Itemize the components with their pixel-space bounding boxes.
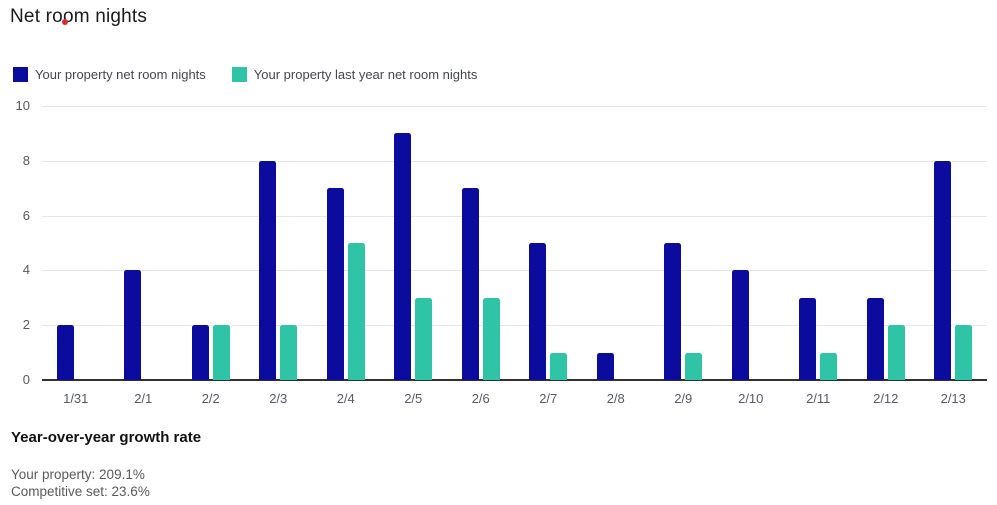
x-tick-label: 2/3 [269, 391, 288, 406]
bar-your-property[interactable] [326, 188, 344, 380]
gridline [42, 160, 987, 162]
x-tick-label: 2/5 [404, 391, 423, 406]
bar-last-year[interactable] [347, 243, 365, 380]
bar-last-year[interactable] [415, 297, 433, 380]
x-tick-label: 2/11 [806, 391, 831, 406]
bar-your-property[interactable] [56, 325, 74, 380]
bar-last-year[interactable] [887, 325, 905, 380]
bar-your-property[interactable] [394, 133, 412, 380]
bar-last-year[interactable] [955, 325, 973, 380]
legend-swatch [13, 67, 28, 82]
x-tick-label: 2/6 [471, 391, 490, 406]
legend-item: Your property last year net room nights [231, 67, 478, 82]
yoy-growth-heading: Year-over-year growth rate [11, 429, 202, 446]
gridline [42, 270, 987, 272]
legend-item: Your property net room nights [13, 67, 206, 82]
chart-legend: Your property net room nights Your proper… [13, 67, 503, 82]
yoy-growth-section: Year-over-year growth rate Your property… [11, 429, 201, 500]
y-tick-label: 8 [22, 152, 30, 168]
bar-your-property[interactable] [799, 297, 817, 380]
bar-your-property[interactable] [866, 297, 884, 380]
legend-label: Your property last year net room nights [253, 67, 478, 82]
x-tick-label: 2/1 [134, 391, 153, 406]
bar-your-property[interactable] [596, 352, 614, 380]
bar-your-property[interactable] [259, 160, 277, 380]
gridline [42, 215, 987, 217]
bar-last-year[interactable] [280, 325, 298, 380]
y-tick-label: 10 [15, 98, 30, 113]
bar-your-property[interactable] [124, 270, 142, 380]
x-tick-label: 2/10 [738, 391, 764, 406]
bar-last-year[interactable] [212, 325, 230, 380]
x-tick-label: 1/31 [63, 391, 89, 406]
x-tick-label: 2/12 [873, 391, 899, 406]
y-tick-label: 6 [22, 207, 30, 223]
bar-your-property[interactable] [731, 270, 749, 380]
gridline [42, 325, 987, 327]
x-tick-label: 2/13 [940, 391, 966, 406]
bar-your-property[interactable] [529, 243, 547, 380]
yoy-growth-lines: Your property: 209.1% Competitive set: 23… [11, 467, 201, 500]
bar-your-property[interactable] [461, 188, 479, 380]
bar-last-year[interactable] [550, 352, 568, 380]
bar-chart: 0 2 4 6 8 10 1/31 2/1 2/2 2/3 2/4 2/5 2/6 2/7 2/8 2/9 2/… [0, 96, 997, 416]
page-title: Net room nights [10, 6, 148, 27]
y-tick-label: 4 [22, 262, 30, 278]
x-tick-label: 2/9 [674, 391, 693, 406]
chart-plot-area [42, 106, 987, 381]
bar-your-property[interactable] [664, 243, 682, 380]
growth-line: Your property: 209.1% [11, 467, 145, 482]
growth-line: Competitive set: 23.6% [11, 483, 150, 499]
bar-last-year[interactable] [820, 352, 838, 380]
y-tick-label: 0 [22, 372, 30, 387]
legend-label: Your property net room nights [35, 67, 206, 82]
legend-swatch [231, 67, 247, 82]
bar-last-year[interactable] [482, 297, 500, 380]
bar-your-property[interactable] [934, 160, 952, 380]
bar-your-property[interactable] [191, 325, 209, 380]
bar-last-year[interactable] [685, 352, 703, 380]
x-axis-line [42, 379, 987, 381]
x-tick-label: 2/2 [201, 391, 220, 406]
x-tick-label: 2/4 [336, 391, 355, 406]
y-tick-label: 2 [22, 317, 30, 333]
cursor-dot [62, 19, 68, 25]
x-tick-label: 2/8 [606, 391, 625, 406]
gridline [42, 106, 987, 107]
x-tick-label: 2/7 [539, 391, 558, 406]
